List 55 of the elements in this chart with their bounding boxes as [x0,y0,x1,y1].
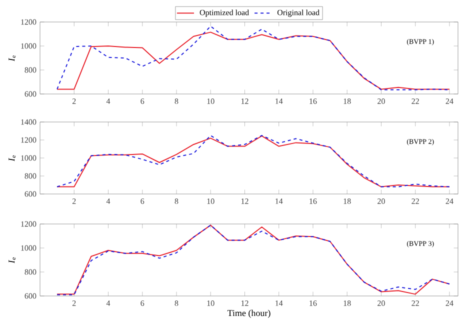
x-tick-label: 12 [241,198,248,204]
x-tick-label: 12 [241,98,248,104]
y-tick-label: 800 [24,173,36,179]
y-tick-label: 1000 [21,43,36,49]
x-tick-label: 10 [207,300,214,306]
x-tick-label: 24 [446,300,454,306]
x-tick-label: 8 [174,98,178,104]
y-tick-label: 800 [24,269,36,275]
x-tick-label: 2 [72,98,76,104]
x-tick-label: 6 [140,198,144,204]
x-axis-title: Time (hour) [227,310,270,318]
x-tick-label: 8 [174,300,178,306]
y-tick-label: 1000 [21,155,36,161]
y-tick-label: 600 [24,191,36,197]
y-tick-label: 1000 [21,245,36,251]
legend-label: Original load [277,10,320,17]
y-tick-label: 600 [24,293,36,299]
y-tick-label: 1400 [21,119,36,125]
x-tick-label: 14 [276,198,283,204]
y-axis-title: I$_{e}$ [8,257,16,264]
x-tick-label: 6 [140,98,144,104]
y-tick-label: 600 [24,91,36,97]
x-tick-label: 8 [174,198,178,204]
x-tick-label: 20 [378,98,385,104]
y-tick-label: 1200 [21,137,36,143]
y-tick-label: 800 [24,67,36,73]
x-tick-label: 18 [344,300,351,306]
x-tick-label: 10 [207,98,214,104]
x-tick-label: 4 [106,198,110,204]
x-tick-label: 24 [446,98,454,104]
x-tick-label: 6 [140,300,144,306]
x-tick-label: 2 [72,300,76,306]
x-tick-label: 18 [344,98,351,104]
x-tick-label: 22 [412,300,419,306]
x-tick-label: 14 [276,98,283,104]
x-tick-label: 2 [72,198,76,204]
x-tick-label: 16 [310,198,317,204]
x-tick-label: 16 [310,98,317,104]
x-tick-label: 24 [446,198,454,204]
x-tick-label: 4 [106,300,110,306]
x-tick-label: 18 [344,198,351,204]
x-tick-label: 22 [412,98,419,104]
x-tick-label: 14 [276,300,283,306]
legend-label: Optimized load [200,10,249,17]
x-tick-label: 22 [412,198,419,204]
x-tick-label: 20 [378,198,385,204]
y-tick-label: 1200 [21,19,36,25]
y-axis-title: I$_{e}$ [8,155,16,162]
x-tick-label: 4 [106,98,110,104]
x-tick-label: 16 [310,300,317,306]
y-tick-label: 1200 [21,221,36,227]
x-tick-label: 12 [241,300,248,306]
x-tick-label: 20 [378,300,385,306]
x-tick-label: 10 [207,198,214,204]
y-axis-title: I$_{e}$ [8,55,16,62]
